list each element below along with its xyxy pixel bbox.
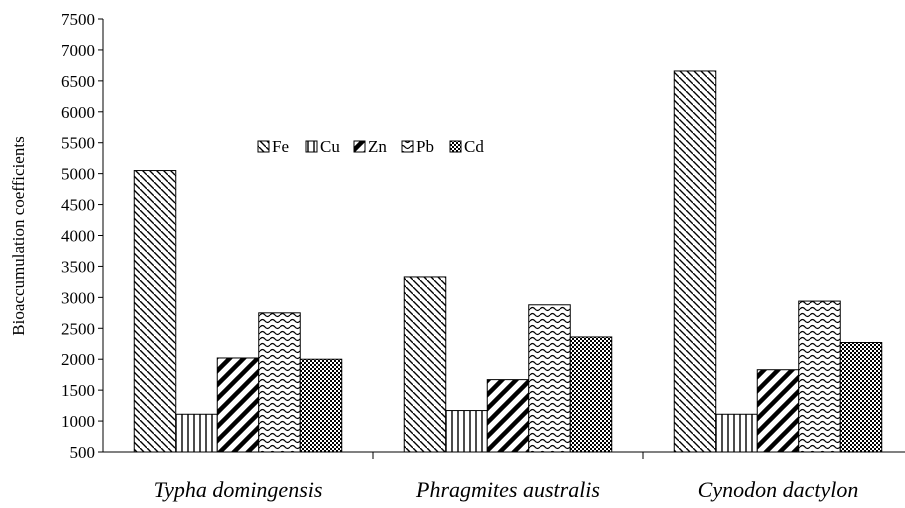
bar-zn-1 <box>216 357 260 453</box>
y-tick-label: 5000 <box>61 165 95 184</box>
bar-pb-2 <box>528 304 571 453</box>
bar-pb-1 <box>258 312 301 453</box>
bar-fe-3 <box>673 70 717 453</box>
bar-cd-2 <box>569 336 613 453</box>
bar-cu-3 <box>715 413 758 453</box>
bar-fe-1 <box>133 170 177 453</box>
y-tick-label: 3500 <box>61 257 95 276</box>
y-axis-title: Bioaccumulation coefficients <box>9 136 28 335</box>
y-tick-label: 3000 <box>61 288 95 307</box>
y-tick-label: 6000 <box>61 103 95 122</box>
bar-cd-1 <box>299 358 343 453</box>
category-label: Typha domingensis <box>154 477 323 502</box>
bar-cu-1 <box>175 413 218 453</box>
y-tick-label: 1000 <box>61 412 95 431</box>
legend-swatch-pb <box>401 140 414 153</box>
y-tick-label: 1500 <box>61 381 95 400</box>
bars <box>133 70 883 453</box>
legend-label-cu: Cu <box>320 137 340 156</box>
bar-cd-3 <box>839 342 883 453</box>
legend-swatch-cd <box>449 140 462 153</box>
y-tick-label: 500 <box>70 443 96 462</box>
legend-box <box>249 132 531 162</box>
bar-zn-2 <box>486 379 530 453</box>
legend-label-cd: Cd <box>464 137 484 156</box>
legend-label-pb: Pb <box>416 137 434 156</box>
y-tick-label: 7000 <box>61 41 95 60</box>
legend-swatch-cu <box>305 140 318 153</box>
y-tick-label: 6500 <box>61 72 95 91</box>
y-tick-label: 5500 <box>61 134 95 153</box>
y-tick-label: 4000 <box>61 227 95 246</box>
y-tick-label: 2000 <box>61 350 95 369</box>
bar-cu-2 <box>445 410 488 453</box>
category-label: Cynodon dactylon <box>698 477 859 502</box>
legend-label-fe: Fe <box>272 137 289 156</box>
legend-label-zn: Zn <box>368 137 387 156</box>
legend: Fe Cu Zn Pb Cd <box>249 132 531 162</box>
y-tick-label: 2500 <box>61 319 95 338</box>
y-tick-label: 4500 <box>61 196 95 215</box>
y-tick-label: 7500 <box>61 10 95 29</box>
bar-zn-3 <box>756 369 800 453</box>
x-axis-labels: Typha domingensis Phragmites australis Cyn… <box>154 477 859 502</box>
category-label: Phragmites australis <box>415 477 600 502</box>
bar-fe-2 <box>403 276 447 453</box>
legend-swatch-zn <box>353 140 366 153</box>
y-axis-ticks: 500 1000 1500 2000 2500 3000 3500 4000 4500 5000 5… <box>61 10 103 462</box>
legend-swatch-fe <box>257 140 270 153</box>
bar-pb-3 <box>798 300 841 453</box>
axes <box>102 19 905 459</box>
